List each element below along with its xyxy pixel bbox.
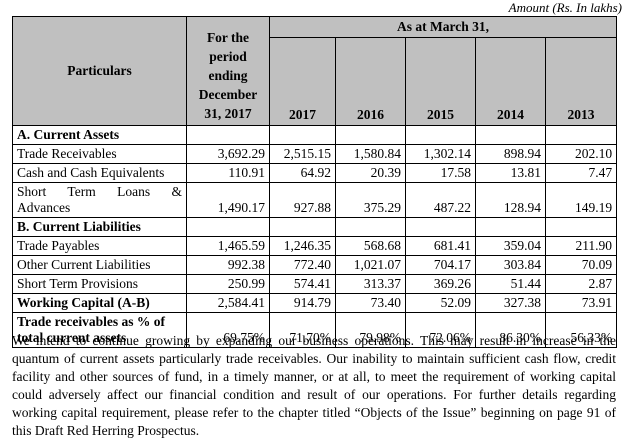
section-current-assets: A. Current Assets [12, 125, 187, 145]
cell-value: 128.94 [475, 182, 546, 218]
table-row: Short Term Loans & Advances 1,490.17 927… [12, 182, 618, 218]
cell-value: 327.38 [475, 293, 546, 313]
cell-value: 149.19 [544, 182, 618, 218]
header-year-2017: 2017 [269, 37, 336, 126]
table-row-receivables-pct: Trade receivables as % of total current … [12, 312, 618, 348]
cell-value: 369.26 [405, 274, 476, 294]
cell-value: 772.40 [269, 255, 336, 275]
cell-value: 914.79 [269, 293, 336, 313]
cell-value: 110.91 [186, 163, 270, 183]
section-row-current-liabilities: B. Current Liabilities [12, 217, 618, 237]
working-capital-table: Particulars For the period ending Decemb… [12, 16, 618, 348]
cell-value: 13.81 [475, 163, 546, 183]
cell-value: 86.30% [475, 312, 546, 348]
cell-value: 992.38 [186, 255, 270, 275]
cell-value: 487.22 [405, 182, 476, 218]
header-as-at: As at March 31, [268, 16, 618, 38]
cell-value: 73.91 [544, 293, 618, 313]
cell-value: 7.47 [544, 163, 618, 183]
cell-value: 375.29 [335, 182, 406, 218]
cell-value: 898.94 [475, 144, 546, 164]
row-label: Trade Payables [12, 236, 187, 256]
cell-value: 17.58 [405, 163, 476, 183]
cell-value: 71.70% [269, 312, 336, 348]
row-label: Short Term Provisions [12, 274, 187, 294]
cell-value: 303.84 [475, 255, 546, 275]
cell-value: 211.90 [544, 236, 618, 256]
table-row: Trade Payables 1,465.59 1,246.35 568.68 … [12, 236, 618, 256]
cell-value: 2,515.15 [269, 144, 336, 164]
cell-value: 2,584.41 [186, 293, 270, 313]
cell-value: 2.87 [544, 274, 618, 294]
table-row: Short Term Provisions 250.99 574.41 313.… [12, 274, 618, 294]
table-row: Cash and Cash Equivalents 110.91 64.92 2… [12, 163, 618, 183]
row-label: Short Term Loans & Advances [12, 182, 187, 218]
header-year-2015: 2015 [405, 37, 476, 126]
cell-value: 681.41 [405, 236, 476, 256]
cell-value: 250.99 [186, 274, 270, 294]
cell-value: 64.92 [269, 163, 336, 183]
working-capital-paragraph: We intend to continue growing by expandi… [12, 333, 616, 438]
cell-value: 70.09 [544, 255, 618, 275]
header-particulars: Particulars [12, 16, 187, 126]
cell-value: 1,465.59 [186, 236, 270, 256]
section-row-current-assets: A. Current Assets [12, 125, 618, 145]
cell-value: 1,246.35 [269, 236, 336, 256]
section-current-liabilities: B. Current Liabilities [12, 217, 187, 237]
header-period: For the period ending December 31, 2017 [186, 16, 270, 126]
cell-value: 313.37 [335, 274, 406, 294]
cell-value: 79.98% [335, 312, 406, 348]
cell-value: 1,302.14 [405, 144, 476, 164]
table-row: Other Current Liabilities 992.38 772.40 … [12, 255, 618, 275]
cell-value: 73.40 [335, 293, 406, 313]
row-label: Trade Receivables [12, 144, 187, 164]
cell-value: 20.39 [335, 163, 406, 183]
cell-value: 52.09 [405, 293, 476, 313]
cell-value: 1,580.84 [335, 144, 406, 164]
row-label: Trade receivables as % of total current … [12, 312, 187, 348]
cell-value: 1,490.17 [186, 182, 270, 218]
cell-value: 568.68 [335, 236, 406, 256]
table-row: Trade Receivables 3,692.29 2,515.15 1,58… [12, 144, 618, 164]
header-year-2016: 2016 [335, 37, 406, 126]
row-label: Working Capital (A-B) [12, 293, 187, 313]
cell-value: 56.33% [544, 312, 618, 348]
table-row-working-capital: Working Capital (A-B) 2,584.41 914.79 73… [12, 293, 618, 313]
amount-unit-note: Amount (Rs. In lakhs) [508, 0, 622, 15]
cell-value: 69.75% [186, 312, 270, 348]
row-label: Cash and Cash Equivalents [12, 163, 187, 183]
header-year-2014: 2014 [475, 37, 546, 126]
cell-value: 51.44 [475, 274, 546, 294]
cell-value: 704.17 [405, 255, 476, 275]
cell-value: 3,692.29 [186, 144, 270, 164]
header-year-2013: 2013 [544, 37, 618, 126]
cell-value: 574.41 [269, 274, 336, 294]
cell-value: 202.10 [544, 144, 618, 164]
cell-value: 1,021.07 [335, 255, 406, 275]
cell-value: 927.88 [269, 182, 336, 218]
row-label: Other Current Liabilities [12, 255, 187, 275]
cell-value: 359.04 [475, 236, 546, 256]
